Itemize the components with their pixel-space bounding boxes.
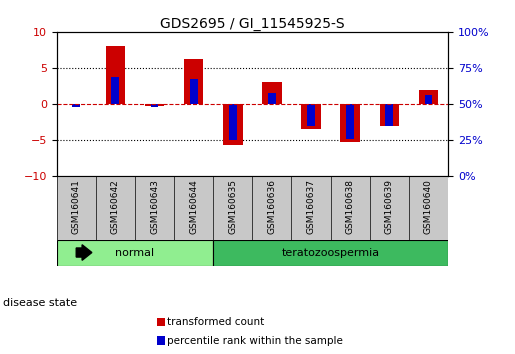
Bar	[419, 90, 438, 104]
Text: teratozoospermia: teratozoospermia	[282, 247, 380, 257]
Text: GSM160635: GSM160635	[228, 179, 237, 234]
Bar	[424, 95, 433, 104]
Text: GSM160644: GSM160644	[189, 179, 198, 234]
Bar	[72, 104, 80, 107]
Bar	[213, 240, 448, 266]
FancyArrow shape	[76, 245, 92, 260]
Text: GSM160638: GSM160638	[346, 179, 355, 234]
Text: GSM160636: GSM160636	[267, 179, 277, 234]
Bar	[57, 240, 213, 266]
Bar	[106, 46, 125, 104]
Text: transformed count: transformed count	[167, 317, 265, 327]
Text: normal: normal	[115, 247, 154, 257]
Text: GSM160637: GSM160637	[306, 179, 316, 234]
Title: GDS2695 / GI_11545925-S: GDS2695 / GI_11545925-S	[160, 17, 345, 31]
Bar	[340, 104, 360, 142]
Text: disease state: disease state	[3, 298, 77, 308]
Bar	[184, 59, 203, 104]
Bar	[346, 104, 354, 138]
Bar	[229, 104, 237, 140]
Text: GSM160643: GSM160643	[150, 179, 159, 234]
Text: GSM160639: GSM160639	[385, 179, 394, 234]
Bar	[268, 93, 276, 104]
Bar	[223, 104, 243, 145]
Bar	[385, 104, 393, 126]
Bar	[190, 79, 198, 104]
Bar	[111, 76, 119, 104]
Text: GSM160640: GSM160640	[424, 179, 433, 234]
Bar	[301, 104, 321, 129]
Bar	[262, 82, 282, 104]
Text: GSM160642: GSM160642	[111, 179, 120, 234]
Text: GSM160641: GSM160641	[72, 179, 81, 234]
Bar	[145, 104, 164, 106]
Bar	[150, 104, 159, 107]
Text: percentile rank within the sample: percentile rank within the sample	[167, 336, 344, 346]
Bar	[380, 104, 399, 126]
Bar	[307, 104, 315, 126]
